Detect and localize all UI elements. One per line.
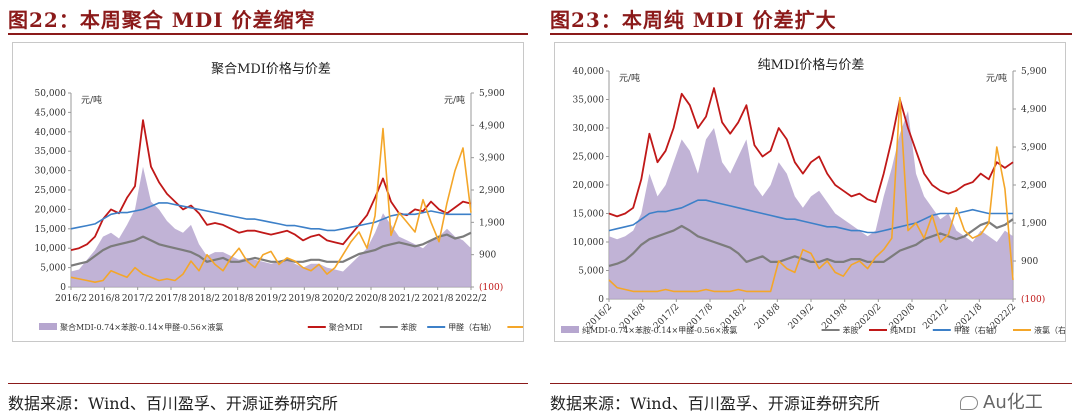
y-tick-label-right: 900 (479, 251, 496, 261)
series-line (608, 199, 1013, 234)
legend-label: 液氯（右轴） (1034, 325, 1065, 335)
wechat-icon (960, 396, 978, 410)
series-line (70, 231, 472, 267)
y-tick-label-right: 1,900 (479, 218, 505, 228)
x-tick-label: 2016/2 (55, 294, 87, 304)
y-tick-label-left: 30,000 (573, 124, 605, 134)
x-tick-label: 2019/2 (787, 302, 816, 331)
figure-title-23: 图23：本周纯 MDI 价差扩大 (550, 8, 837, 32)
x-tick-label: 2017/2 (122, 294, 154, 304)
y-tick-label-right: 2,900 (1021, 181, 1047, 191)
y-axis-label-left: 元/吨 (81, 94, 102, 106)
series-area-spread (71, 166, 471, 287)
x-tick-label: 2020/2 (322, 294, 354, 304)
y-tick-label-right: 1,900 (1021, 219, 1047, 229)
series-line (608, 218, 1014, 267)
x-tick-label: 2021/2 (921, 302, 950, 331)
panel-left: 图22：本周聚合 MDI 价差缩窄 聚合MDI价格与价差 0 5,000 10,000… (8, 0, 530, 416)
y-tick-label-right: 5,900 (479, 89, 505, 99)
y-tick-label-left: 40,000 (573, 67, 605, 77)
y-tick-label-left: 35,000 (35, 147, 67, 157)
legend-label: 甲醛（右轴） (954, 325, 1002, 335)
chart-pure-mdi: 纯MDI价格与价差 0 5,000 10,000 15,000 20,000 25,000 3… (561, 57, 1065, 335)
panel-right: 图23：本周纯 MDI 价差扩大 纯MDI价格与价差 0 5,000 10,000 15… (550, 0, 1072, 416)
source-note: 数据来源：Wind、百川盈孚、开源证券研究所 (8, 394, 338, 413)
x-tick-label: 2017/8 (155, 294, 187, 304)
y-tick-label-right: 3,900 (479, 154, 505, 164)
y-tick-label-left: 10,000 (35, 244, 67, 254)
y-tick-label-right: 3,900 (1021, 143, 1047, 153)
chart-title: 纯MDI价格与价差 (758, 57, 865, 73)
title-rule (8, 33, 528, 35)
chart-frame-pmdi: 聚合MDI价格与价差 0 5,000 10,000 15,000 20,000 25,000… (12, 42, 524, 342)
legend-swatch (39, 323, 57, 330)
y-tick-label-left: 45,000 (35, 108, 67, 118)
legend-label: 纯MDI (890, 325, 916, 335)
series-line (608, 96, 1014, 293)
y-tick-label-left: 20,000 (35, 205, 67, 215)
chart-frame-mdi: 纯MDI价格与价差 0 5,000 10,000 15,000 20,000 25,000 3… (554, 42, 1066, 342)
watermark-text: Au化工 (983, 392, 1043, 413)
y-tick-label-left: 25,000 (573, 153, 605, 163)
legend-label: 苯胺 (843, 325, 859, 335)
y-axis-label-right: 元/吨 (444, 94, 465, 106)
series-line (70, 202, 471, 232)
legend-label: 苯胺 (401, 322, 417, 332)
y-tick-label-left: 40,000 (35, 128, 67, 138)
x-tick-label: 2020/8 (355, 294, 387, 304)
legend-label: 聚合MDI-0.74×苯胺-0.14×甲醛-0.56×液氯 (60, 322, 223, 332)
source-note: 数据来源：Wind、百川盈孚、开源证券研究所 (550, 394, 880, 413)
y-axis-label-left: 元/吨 (619, 72, 640, 84)
y-tick-label-right: (100) (1021, 294, 1045, 305)
x-tick-label: 2022/2 (455, 294, 487, 304)
x-tick-label: 2018/2 (188, 294, 220, 304)
series-line (608, 87, 1014, 218)
y-tick-label-right: 5,900 (1021, 67, 1047, 77)
y-tick-label-left: 30,000 (35, 167, 67, 177)
y-axis-label-right: 元/吨 (986, 72, 1007, 84)
x-tick-label: 2018/8 (222, 294, 254, 304)
y-tick-label-left: 15,000 (35, 225, 67, 235)
y-tick-label-left: 35,000 (573, 96, 605, 106)
x-tick-label: 2016/8 (88, 294, 120, 304)
figure-title-22: 图22：本周聚合 MDI 价差缩窄 (8, 8, 316, 32)
y-tick-label-left: 15,000 (573, 210, 605, 220)
y-tick-label-right: 2,900 (479, 186, 505, 196)
x-tick-label: 2021/8 (422, 294, 454, 304)
legend-label: 纯MDI-0.74×苯胺-0.14×甲醛-0.56×液氯 (582, 325, 737, 335)
y-tick-label-left: 5,000 (40, 264, 66, 274)
watermark: Au化工 (960, 388, 1043, 414)
x-tick-label: 2019/8 (288, 294, 320, 304)
y-tick-label-left: 25,000 (35, 186, 67, 196)
x-tick-label: 2019/2 (255, 294, 287, 304)
series-area-spread (609, 110, 1013, 300)
title-rule (550, 33, 1072, 35)
x-tick-label: 2018/8 (753, 302, 783, 332)
series-line (70, 127, 472, 283)
chart-pmdi: 聚合MDI价格与价差 0 5,000 10,000 15,000 20,000 25,000… (35, 61, 523, 332)
y-tick-label-right: 4,900 (1021, 105, 1047, 115)
y-tick-label-left: 5,000 (578, 267, 604, 277)
bottom-rule (8, 383, 528, 384)
legend-swatch (561, 326, 579, 333)
x-tick-label: 2021/2 (388, 294, 420, 304)
bottom-rule (550, 383, 1072, 384)
y-tick-label-left: 0 (598, 295, 604, 305)
y-tick-label-left: 0 (60, 283, 66, 293)
chart-title: 聚合MDI价格与价差 (211, 61, 331, 77)
y-tick-label-right: (100) (479, 282, 503, 293)
y-tick-label-left: 50,000 (35, 89, 67, 99)
y-tick-label-right: 900 (1021, 257, 1038, 267)
y-tick-label-right: 4,900 (479, 121, 505, 131)
legend-label: 甲醛（右轴） (448, 322, 496, 332)
y-tick-label-left: 10,000 (573, 238, 605, 248)
y-tick-label-left: 20,000 (573, 181, 605, 191)
legend-label: 聚合MDI (329, 322, 363, 332)
